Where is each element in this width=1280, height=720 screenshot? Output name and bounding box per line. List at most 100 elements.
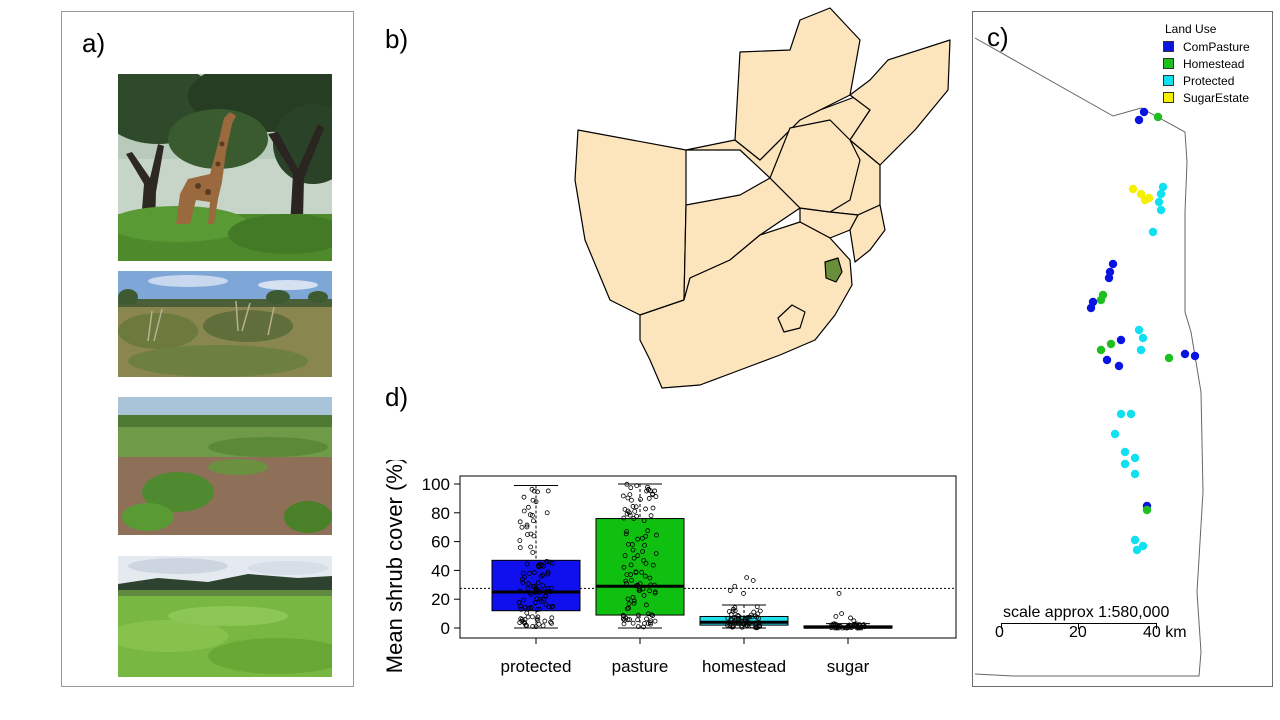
site-point-homestead (1153, 112, 1163, 122)
obs-point (654, 532, 659, 538)
obs-point (653, 494, 659, 499)
obs-point (518, 606, 524, 612)
obs-point (521, 508, 527, 514)
obs-point (725, 615, 731, 621)
obs-point (532, 583, 537, 589)
obs-point (640, 549, 645, 554)
obs-point (540, 572, 546, 578)
obs-point (533, 588, 539, 593)
obs-point (534, 607, 540, 613)
box-pasture (595, 481, 685, 630)
obs-point (541, 563, 546, 569)
obs-point (624, 511, 630, 517)
scale-tick-20: 20 (1069, 624, 1087, 641)
legend-label: ComPasture (1183, 40, 1250, 54)
country-lesotho (777, 304, 806, 333)
panel-a: a) (61, 11, 354, 687)
y-tick-label: 0 (441, 619, 450, 638)
panel-a-label: a) (82, 28, 106, 58)
obs-point (846, 622, 852, 628)
obs-point (630, 504, 636, 509)
obs-point (744, 615, 749, 621)
country-highlight-eswatini (824, 257, 843, 283)
obs-point (522, 604, 528, 610)
site-point-protected (1130, 469, 1140, 479)
country-namibia (574, 129, 687, 316)
site-point-protected (1130, 453, 1140, 463)
obs-point (641, 558, 647, 563)
site-point-compasture (1104, 273, 1114, 283)
obs-point (637, 581, 643, 587)
outlier-point (741, 591, 746, 596)
y-tick-label: 60 (431, 533, 450, 552)
x-tick-label: homestead (702, 657, 786, 676)
legend-swatch (1163, 92, 1174, 103)
outlier-point (839, 611, 845, 617)
obs-point (627, 617, 633, 622)
obs-point (535, 580, 541, 586)
obs-point (631, 516, 637, 521)
site-point-homestead (1106, 339, 1116, 349)
outlier-point (744, 575, 750, 580)
panel-d-label: d) (385, 382, 409, 412)
obs-point (650, 505, 656, 511)
obs-point (647, 620, 653, 626)
obs-point (628, 485, 634, 491)
obs-point (646, 496, 652, 501)
obs-point (526, 571, 532, 576)
obs-point (751, 609, 757, 615)
obs-point (642, 573, 648, 579)
plot-frame (459, 475, 957, 639)
shrub-cover-boxplot: 0 20 40 60 80 100 Mean shrub cover (%) protecte… (382, 460, 957, 676)
obs-point (641, 624, 646, 630)
obs-point (527, 590, 533, 596)
outlier-point (732, 583, 738, 589)
panel-c-label: c) (987, 22, 1009, 52)
obs-point (542, 618, 548, 624)
legend-item: ComPasture (1163, 40, 1250, 54)
y-tick-label: 100 (422, 475, 450, 494)
obs-point (648, 582, 654, 588)
x-tick-label: sugar (827, 657, 870, 676)
country-angola-top (734, 7, 861, 161)
obs-point (630, 620, 636, 626)
panel-c: c) Land Use ComPasture Homestead Protected… (972, 11, 1273, 687)
obs-point (645, 528, 651, 534)
obs-point (650, 491, 656, 497)
obs-point (736, 616, 742, 622)
obs-point (534, 616, 540, 622)
obs-point (545, 586, 550, 592)
obs-point (753, 620, 759, 626)
obs-point (637, 586, 643, 591)
obs-point (629, 542, 635, 547)
country-mozambique-south (849, 204, 886, 263)
obs-point (621, 515, 627, 521)
scale-tick-0: 0 (995, 624, 1004, 641)
obs-point (622, 553, 628, 559)
obs-point (635, 553, 641, 559)
outlier-point (750, 578, 756, 583)
obs-point (531, 533, 537, 539)
site-point-protected (1134, 325, 1144, 335)
obs-point (732, 605, 738, 611)
obs-point (644, 488, 649, 494)
obs-point (635, 536, 640, 542)
obs-point (549, 615, 555, 621)
obs-point (624, 580, 629, 586)
obs-point (624, 529, 630, 534)
obs-point (533, 624, 539, 630)
obs-point (545, 571, 551, 577)
obs-point (544, 559, 550, 564)
obs-point (641, 518, 647, 524)
obs-point (860, 623, 866, 628)
obs-point (524, 561, 530, 567)
site-point-protected (1156, 189, 1166, 199)
obs-point (620, 493, 626, 499)
obs-point (729, 617, 735, 623)
obs-point (845, 623, 851, 629)
site-point-protected (1156, 205, 1166, 215)
obs-point (519, 577, 525, 582)
legend-label: Protected (1183, 74, 1235, 88)
obs-point (645, 611, 651, 617)
obs-point (546, 559, 552, 565)
